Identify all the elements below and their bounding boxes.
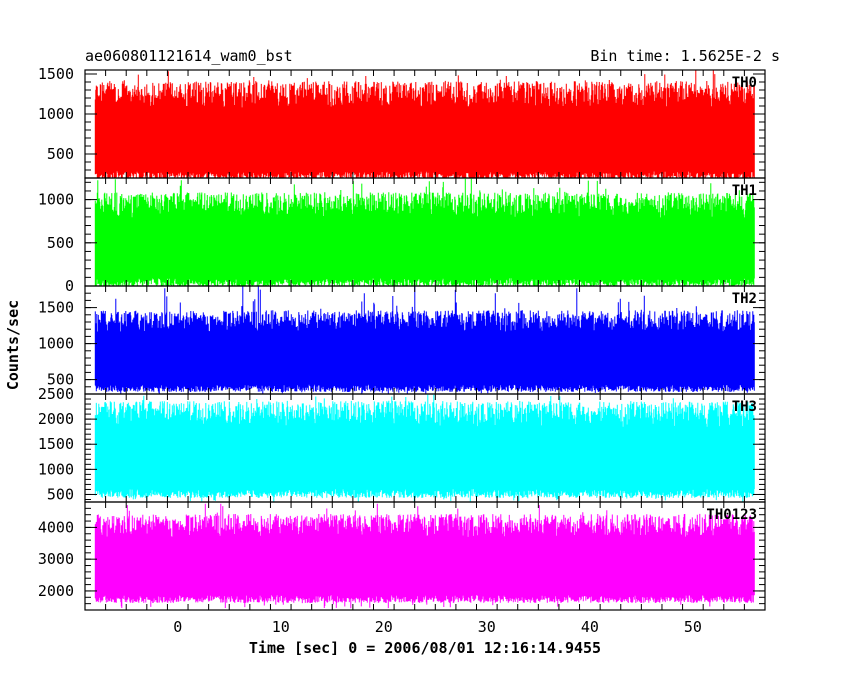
series-trace-th1 xyxy=(94,178,755,286)
series-trace-th0123 xyxy=(94,503,755,609)
x-tick-label: 0 xyxy=(173,618,182,636)
y-tick-label: 1500 xyxy=(38,435,74,453)
series-trace-th0 xyxy=(94,70,755,178)
y-tick-label: 1500 xyxy=(38,65,74,83)
figure-title: ae060801121614_wam0_bst xyxy=(85,47,293,65)
y-tick-label: 500 xyxy=(47,371,74,389)
y-tick-label: 500 xyxy=(47,234,74,252)
panel-frame xyxy=(84,501,766,611)
x-tick-label: 30 xyxy=(478,618,496,636)
x-axis-title: Time [sec] 0 = 2006/08/01 12:16:14.9455 xyxy=(249,639,601,657)
x-tick-label: 40 xyxy=(581,618,599,636)
series-label-th1: TH1 xyxy=(732,183,757,199)
y-tick-label: 3000 xyxy=(38,550,74,568)
x-tick-label: 10 xyxy=(272,618,290,636)
series-trace-th2 xyxy=(94,286,755,394)
y-tick-label: 2500 xyxy=(38,385,74,403)
series-trace-th3 xyxy=(94,394,755,502)
y-tick-label: 1000 xyxy=(38,105,74,123)
bin-time-label: Bin time: 1.5625E-2 s xyxy=(590,47,780,65)
y-tick-label: 0 xyxy=(65,277,74,295)
y-tick-label: 1500 xyxy=(38,299,74,317)
y-tick-label: 500 xyxy=(47,485,74,503)
series-label-th3: TH3 xyxy=(732,399,757,415)
y-tick-label: 1000 xyxy=(38,460,74,478)
series-label-th2: TH2 xyxy=(732,291,757,307)
series-label-th0: TH0 xyxy=(732,75,757,91)
x-tick-label: 20 xyxy=(375,618,393,636)
y-tick-label: 1000 xyxy=(38,335,74,353)
y-tick-label: 500 xyxy=(47,145,74,163)
series-label-th0123: TH0123 xyxy=(706,507,757,523)
y-tick-label: 2000 xyxy=(38,582,74,600)
x-tick-label: 50 xyxy=(684,618,702,636)
y-tick-label: 1000 xyxy=(38,191,74,209)
y-tick-label: 2000 xyxy=(38,410,74,428)
y-axis-title: Counts/sec xyxy=(4,300,22,390)
y-tick-label: 4000 xyxy=(38,518,74,536)
